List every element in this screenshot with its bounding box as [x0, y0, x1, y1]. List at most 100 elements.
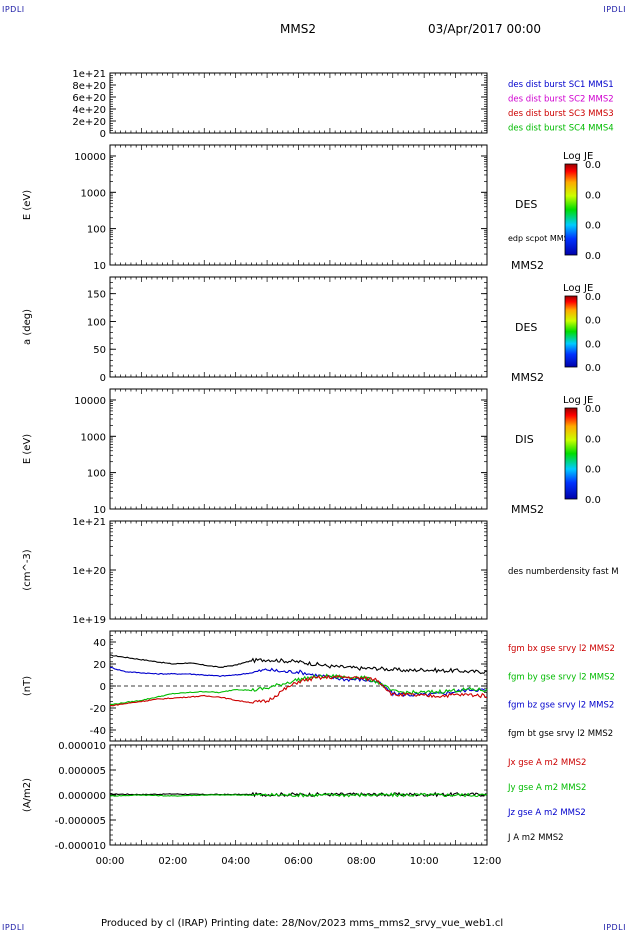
colorbar-title: Log JE — [563, 395, 593, 406]
date-title: 03/Apr/2017 00:00 — [428, 22, 542, 36]
spacecraft-panel-label: MMS2 — [511, 259, 544, 272]
series-line-0 — [109, 654, 488, 675]
y-tick-label: 1e+21 — [72, 517, 106, 528]
corner-label-top-right: IPDLI — [603, 5, 626, 14]
y-tick-label: 50 — [93, 345, 106, 356]
y-tick-label: 40 — [93, 638, 106, 649]
y-tick-label: 150 — [87, 290, 106, 301]
y-tick-label: 1e+21 — [72, 69, 106, 80]
footer-credit: Produced by cl (IRAP) Printing date: 28/… — [101, 918, 504, 929]
y-tick-label: 100 — [87, 469, 106, 480]
y-tick-label: 0 — [100, 373, 106, 384]
series-label: des numberdensity fast M — [508, 567, 619, 577]
x-tick-label: 00:00 — [96, 856, 125, 867]
y-tick-label: 8e+20 — [72, 81, 106, 92]
colorbar-tick-label: 0.0 — [585, 251, 601, 262]
colorbar-title: Log JE — [563, 283, 593, 294]
y-tick-label: 1e+20 — [72, 566, 106, 577]
y-tick-label: -0.000005 — [55, 816, 106, 827]
y-axis-label: E (eV) — [22, 434, 33, 464]
spacecraft-title: MMS2 — [280, 22, 316, 36]
extra-series-label: edp scpot MMS2 — [508, 234, 574, 243]
panel-frame — [109, 144, 488, 266]
x-tick-label: 02:00 — [158, 856, 187, 867]
y-tick-label: 10 — [93, 505, 106, 516]
colorbar-tick-label: 0.0 — [585, 363, 601, 374]
series-label: fgm by gse srvy l2 MMS2 — [508, 672, 615, 682]
series-label: des dist burst SC2 MMS2 — [508, 95, 614, 105]
y-tick-label: -20 — [90, 704, 106, 715]
corner-label-bottom-right: IPDLI — [603, 923, 626, 932]
y-tick-label: 0 — [100, 129, 106, 140]
colorbar-tick-label: 0.0 — [585, 160, 601, 171]
y-tick-label: 0.000010 — [58, 741, 106, 752]
series-label: fgm bz gse srvy l2 MMS2 — [508, 701, 614, 711]
spacecraft-panel-label: MMS2 — [511, 371, 544, 384]
species-label: DIS — [515, 433, 534, 446]
series-line-1 — [109, 792, 488, 798]
x-tick-label: 12:00 — [473, 856, 502, 867]
species-label: DES — [515, 198, 537, 211]
colorbar-tick-label: 0.0 — [585, 316, 601, 327]
panel-frame — [109, 276, 488, 378]
colorbar-tick-label: 0.0 — [585, 190, 601, 201]
y-tick-label: 10000 — [74, 396, 106, 407]
y-tick-label: 10000 — [74, 152, 106, 163]
series-line-0 — [110, 791, 488, 798]
series-label: fgm bx gse srvy l2 MMS2 — [508, 644, 615, 654]
colorbar-title: Log JE — [563, 151, 593, 162]
species-label: DES — [515, 321, 537, 334]
y-tick-label: 0.000000 — [58, 791, 106, 802]
colorbar-tick-label: 0.0 — [585, 434, 601, 445]
y-tick-label: 100 — [87, 225, 106, 236]
y-tick-label: 100 — [87, 317, 106, 328]
colorbar — [564, 163, 578, 256]
colorbar-tick-label: 0.0 — [585, 292, 601, 303]
y-tick-label: -0.000010 — [55, 841, 106, 852]
colorbar-tick-label: 0.0 — [585, 339, 601, 350]
series-label: J A m2 MMS2 — [507, 833, 564, 843]
panel-frame — [109, 520, 488, 620]
series-label: Jx gse A m2 MMS2 — [507, 758, 586, 768]
series-label: Jz gse A m2 MMS2 — [507, 808, 586, 818]
colorbar-tick-label: 0.0 — [585, 404, 601, 415]
corner-label-top-left: IPDLI — [2, 5, 25, 14]
colorbar-tick-label: 0.0 — [585, 495, 601, 506]
colorbar-tick-label: 0.0 — [585, 465, 601, 476]
colorbar — [564, 407, 578, 500]
y-axis-label: a (deg) — [22, 309, 33, 345]
x-tick-label: 06:00 — [284, 856, 313, 867]
x-tick-label: 10:00 — [410, 856, 439, 867]
panel-frame — [109, 388, 488, 510]
y-tick-label: 4e+20 — [72, 105, 106, 116]
y-axis-label: (nT) — [22, 676, 33, 696]
series-line-2 — [109, 673, 488, 706]
y-tick-label: 0.000005 — [58, 766, 106, 777]
x-tick-label: 04:00 — [221, 856, 250, 867]
colorbar-tick-label: 0.0 — [585, 221, 601, 232]
series-line-3 — [109, 674, 488, 707]
series-label: fgm bt gse srvy l2 MMS2 — [508, 729, 613, 739]
y-tick-label: -40 — [90, 726, 106, 737]
panel-frame — [109, 72, 488, 134]
y-axis-label: (cm^-3) — [22, 549, 33, 590]
spacecraft-panel-label: MMS2 — [511, 503, 544, 516]
series-line-1 — [109, 666, 488, 698]
y-tick-label: 0 — [100, 682, 106, 693]
y-tick-label: 1000 — [81, 188, 106, 199]
x-tick-label: 08:00 — [347, 856, 376, 867]
y-tick-label: 10 — [93, 261, 106, 272]
colorbar — [564, 295, 578, 368]
y-tick-label: 1000 — [81, 432, 106, 443]
series-label: des dist burst SC3 MMS3 — [508, 109, 614, 119]
series-label: des dist burst SC4 MMS4 — [508, 124, 614, 134]
y-tick-label: 20 — [93, 660, 106, 671]
y-tick-label: 2e+20 — [72, 117, 106, 128]
corner-label-bottom-left: IPDLI — [2, 923, 25, 932]
series-label: des dist burst SC1 MMS1 — [508, 80, 614, 90]
y-axis-label: (A/m2) — [22, 778, 33, 812]
series-label: Jy gse A m2 MMS2 — [507, 783, 586, 793]
y-axis-label: E (eV) — [22, 190, 33, 220]
y-tick-label: 1e+19 — [72, 615, 106, 626]
